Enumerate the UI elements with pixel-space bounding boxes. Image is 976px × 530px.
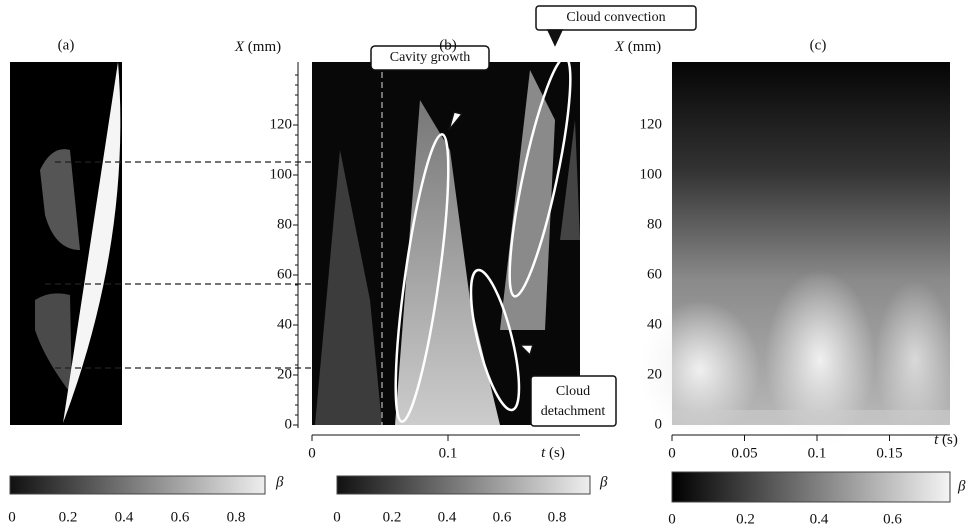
y-tick-label: 20: [647, 366, 662, 382]
y-tick-label: 60: [647, 266, 662, 282]
x-tick-label: 0.05: [731, 445, 757, 461]
colorbar-tick-label: 0.6: [883, 511, 902, 527]
colorbar-tick-label: 0.4: [115, 509, 134, 525]
y-tick-label: 120: [270, 116, 293, 132]
colorbar-tick-label: 0.8: [227, 509, 246, 525]
axis-unit: (mm): [628, 39, 661, 55]
axis-unit: (s): [942, 432, 958, 448]
colorbar-tick-label: 0: [333, 509, 341, 525]
panel-a-image: [10, 62, 122, 425]
y-axis-label: X (mm): [234, 39, 281, 55]
y-tick-label: 40: [277, 316, 292, 332]
panel-label: (c): [810, 37, 827, 53]
y-tick-label: 100: [270, 166, 293, 182]
axis-symbol: t: [541, 445, 546, 461]
y-tick-label: 80: [277, 216, 292, 232]
colorbar-tick-label: 0.6: [171, 509, 190, 525]
axis-symbol: t: [934, 432, 939, 448]
colorbar-tick-label: 0.6: [493, 509, 512, 525]
annotation-boxes: [370, 5, 697, 427]
panel-c-image: [640, 62, 955, 450]
x-axis-label: t (s): [541, 445, 565, 461]
y-tick-label: 0: [655, 416, 663, 432]
colorbar-tick-label: 0: [8, 509, 16, 525]
y-tick-label: 60: [277, 266, 292, 282]
panel-label: (a): [58, 37, 75, 53]
y-tick-label: 80: [647, 216, 662, 232]
annotation: Cavity growth: [390, 50, 471, 65]
y-tick-label: 0: [285, 416, 293, 432]
annotation: Cloud: [556, 384, 590, 399]
y-tick-label: 100: [640, 166, 663, 182]
panel-b-image: [312, 56, 580, 425]
colorbar-symbol: β: [275, 474, 284, 490]
y-axis-label: X (mm): [614, 39, 661, 55]
annotation: detachment: [541, 404, 606, 419]
annotation: Cloud convection: [566, 10, 665, 25]
colorbar-tick-label: 0.8: [548, 509, 567, 525]
y-tick-label: 20: [277, 366, 292, 382]
axis-unit: (s): [549, 445, 565, 461]
axis-unit: (mm): [248, 39, 281, 55]
panel-label: (b): [439, 37, 457, 53]
x-tick-label: 0: [308, 445, 316, 461]
x-tick-label: 0.15: [876, 445, 902, 461]
colorbar-b: [336, 475, 591, 495]
colorbar-tick-label: 0.2: [59, 509, 78, 525]
x-tick-label: 0.1: [808, 445, 827, 461]
colorbar-tick-label: 0.2: [736, 511, 755, 527]
colorbar-a: [9, 475, 266, 495]
colorbar-tick-label: 0: [668, 511, 676, 527]
colorbar-tick-label: 0.4: [438, 509, 457, 525]
axis-symbol: X: [234, 39, 245, 55]
x-tick-label: 0: [668, 445, 676, 461]
colorbar-c: [671, 471, 951, 503]
colorbar-symbol: β: [957, 478, 966, 494]
colorbar-tick-label: 0.4: [810, 511, 829, 527]
y-tick-label: 120: [640, 116, 663, 132]
y-tick-label: 40: [647, 316, 662, 332]
x-axis-label: t (s): [934, 432, 958, 448]
x-tick-label: 0.1: [439, 445, 458, 461]
axis-symbol: X: [614, 39, 625, 55]
colorbar-symbol: β: [599, 474, 608, 490]
colorbar-tick-label: 0.2: [383, 509, 402, 525]
